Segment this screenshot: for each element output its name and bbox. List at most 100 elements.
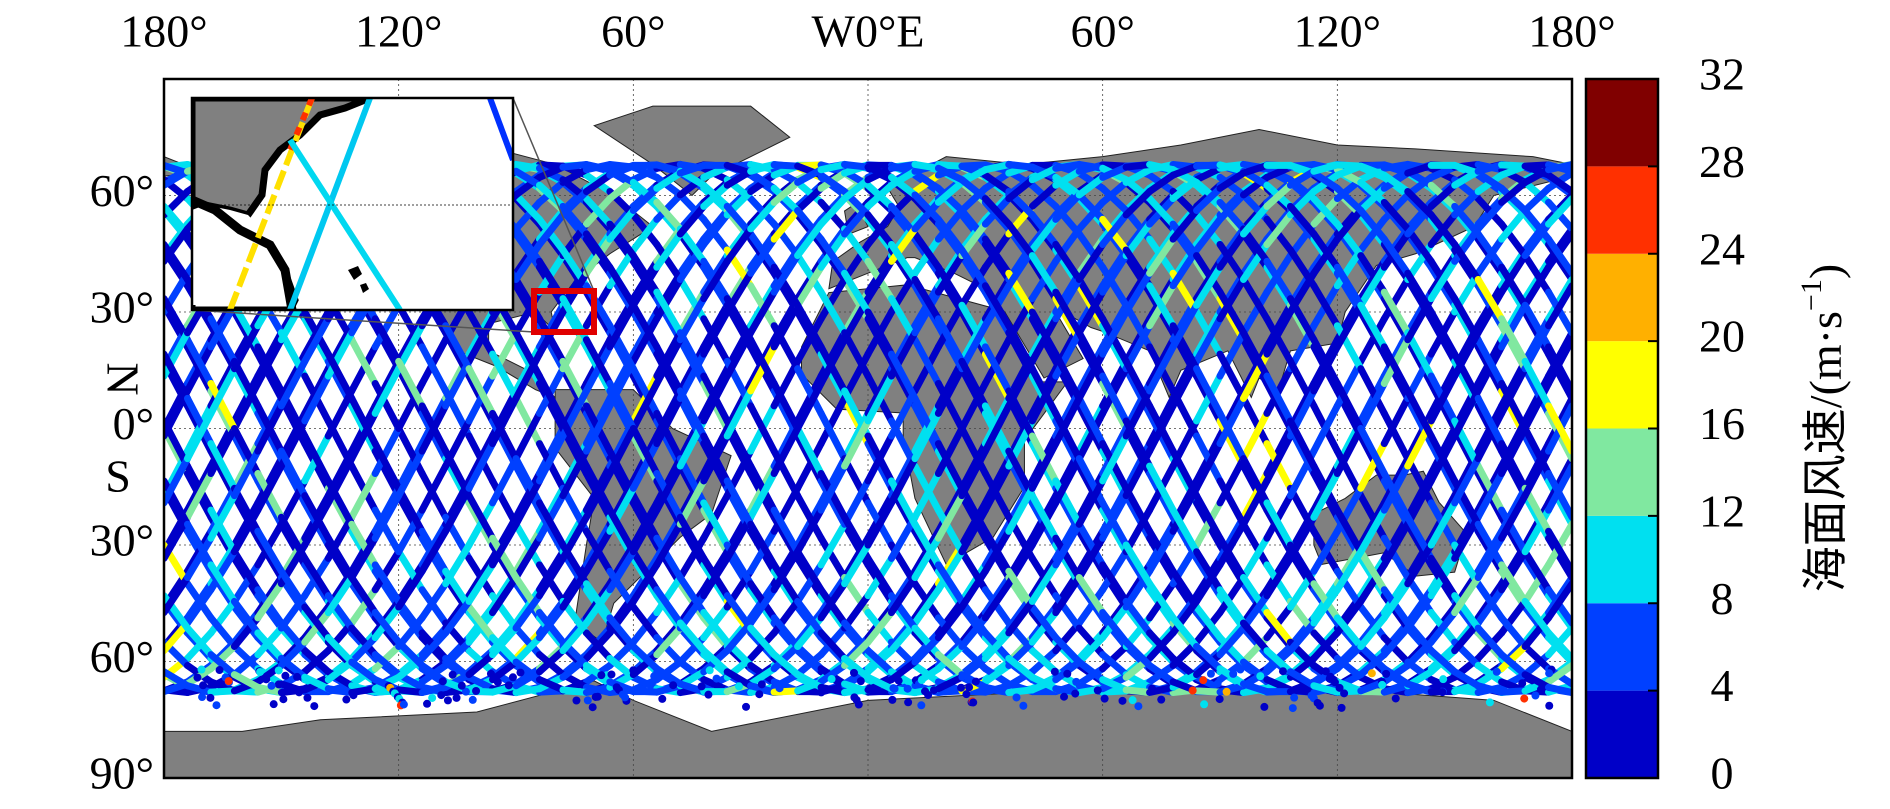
track-dot bbox=[193, 673, 202, 682]
track-segment bbox=[934, 651, 966, 679]
track-segment bbox=[1216, 198, 1247, 233]
track-segment bbox=[183, 520, 215, 569]
track-segment bbox=[512, 167, 543, 189]
track-dot bbox=[457, 681, 466, 690]
track-dot bbox=[1200, 700, 1209, 709]
track-segment bbox=[582, 629, 614, 662]
track-segment bbox=[1075, 409, 1107, 463]
track-segment bbox=[934, 252, 966, 296]
track-segment bbox=[1263, 257, 1294, 303]
track-segment bbox=[512, 329, 543, 380]
track-dot bbox=[904, 698, 913, 707]
track-segment bbox=[512, 592, 543, 632]
track-segment bbox=[1193, 215, 1224, 254]
track-segment bbox=[911, 586, 942, 627]
track-segment bbox=[489, 658, 520, 684]
track-segment bbox=[1263, 211, 1294, 248]
track-segment bbox=[1146, 282, 1177, 330]
track-segment bbox=[164, 574, 191, 617]
track-segment bbox=[629, 651, 661, 679]
track-segment bbox=[1239, 161, 1271, 177]
track-segment bbox=[629, 506, 661, 556]
track-segment bbox=[1052, 574, 1083, 617]
track-segment bbox=[207, 365, 238, 417]
track-segment bbox=[418, 527, 450, 575]
track-segment bbox=[817, 161, 849, 174]
track-segment bbox=[1052, 455, 1083, 507]
track-segment bbox=[1075, 198, 1107, 233]
track-segment bbox=[864, 181, 895, 210]
track-segment bbox=[1169, 207, 1201, 243]
track-segment bbox=[629, 673, 661, 693]
track-segment bbox=[1380, 520, 1412, 569]
track-segment bbox=[1357, 425, 1388, 478]
track-segment bbox=[164, 668, 191, 690]
track-segment bbox=[1052, 409, 1083, 463]
track-segment bbox=[629, 642, 661, 673]
track-segment bbox=[934, 614, 966, 650]
track-segment bbox=[629, 492, 661, 542]
north-label: N bbox=[97, 362, 148, 395]
track-dot bbox=[197, 665, 206, 674]
track-dot bbox=[1520, 694, 1529, 703]
track-segment bbox=[700, 372, 731, 425]
track-segment bbox=[371, 506, 403, 556]
track-segment bbox=[559, 161, 590, 171]
track-segment bbox=[1404, 387, 1435, 440]
track-segment bbox=[512, 409, 543, 463]
track-segment bbox=[700, 257, 731, 303]
track-segment bbox=[301, 372, 332, 425]
track-segment bbox=[1357, 252, 1388, 296]
track-segment bbox=[958, 176, 989, 203]
track-segment bbox=[1310, 665, 1341, 688]
track-segment bbox=[794, 671, 825, 691]
track-segment bbox=[1474, 198, 1506, 233]
track-segment bbox=[629, 425, 661, 478]
track-segment bbox=[1451, 167, 1482, 189]
track-segment bbox=[1028, 215, 1060, 254]
track-segment bbox=[653, 409, 684, 463]
track-dot bbox=[349, 691, 358, 700]
track-segment bbox=[465, 315, 497, 365]
x-tick-label: 60° bbox=[1070, 6, 1134, 57]
track-segment bbox=[1333, 379, 1365, 432]
track-segment bbox=[770, 642, 802, 673]
track-segment bbox=[1427, 211, 1459, 248]
track-segment bbox=[1521, 642, 1553, 673]
track-segment bbox=[676, 202, 708, 238]
track-segment bbox=[559, 417, 590, 470]
x-tick-label: 60° bbox=[601, 6, 665, 57]
track-segment bbox=[606, 162, 637, 179]
track-segment bbox=[489, 520, 520, 569]
track-dot bbox=[755, 690, 764, 699]
inset-track bbox=[487, 98, 513, 162]
track-segment bbox=[700, 609, 731, 646]
track-segment bbox=[958, 357, 989, 410]
track-segment bbox=[1193, 548, 1224, 594]
track-segment bbox=[535, 647, 567, 676]
track-segment bbox=[864, 609, 895, 646]
track-segment bbox=[653, 173, 684, 199]
track-segment bbox=[1474, 288, 1506, 337]
track-segment bbox=[887, 455, 919, 507]
track-segment bbox=[653, 520, 684, 569]
track-segment bbox=[1075, 230, 1107, 271]
colorbar-level bbox=[1586, 166, 1658, 254]
track-segment bbox=[254, 683, 285, 696]
inset-water bbox=[192, 205, 292, 305]
track-segment bbox=[1521, 263, 1553, 309]
track-segment bbox=[747, 402, 778, 455]
track-segment bbox=[1193, 161, 1224, 170]
track-segment bbox=[1498, 315, 1529, 365]
track-segment bbox=[934, 673, 966, 693]
track-segment bbox=[207, 651, 238, 679]
inset-frame bbox=[190, 96, 515, 312]
track-segment bbox=[817, 683, 849, 696]
track-segment bbox=[535, 609, 567, 646]
track-dot bbox=[295, 688, 304, 697]
track-segment bbox=[1075, 624, 1107, 659]
track-dot bbox=[1118, 696, 1127, 705]
track-segment bbox=[981, 629, 1013, 662]
track-segment bbox=[981, 282, 1013, 330]
track-segment bbox=[442, 597, 473, 637]
